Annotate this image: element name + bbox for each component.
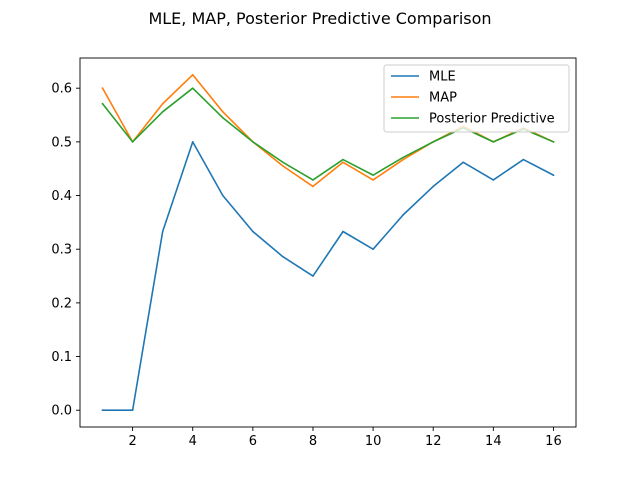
data-point	[402, 214, 404, 216]
data-point	[432, 141, 435, 143]
data-point	[131, 141, 134, 143]
data-point	[221, 116, 224, 119]
legend: MLE MAP Posterior Predictive	[383, 64, 570, 133]
data-point	[221, 111, 224, 113]
x-tick-label: 8	[309, 434, 317, 449]
series-line-2	[101, 87, 555, 181]
data-point	[161, 230, 164, 233]
data-point	[312, 185, 314, 188]
data-point	[342, 158, 344, 161]
data-point	[372, 248, 374, 251]
data-point	[282, 165, 284, 167]
data-point	[522, 158, 525, 161]
legend-label: Posterior Predictive	[429, 112, 555, 127]
data-point	[432, 185, 435, 188]
data-point	[492, 141, 495, 143]
data-point	[552, 141, 555, 143]
y-tick-label: 0.6	[51, 82, 72, 97]
data-point	[252, 230, 254, 233]
data-point	[221, 194, 224, 197]
y-tick-label: 0.2	[51, 296, 72, 311]
data-point	[282, 255, 284, 258]
data-point	[101, 87, 104, 89]
axes: 2 4 6 8 10 12 14 16 0.0 0.1 0.2 0.3 0.4 0.5 0.6	[51, 57, 577, 449]
data-point	[372, 179, 374, 181]
x-tick-label: 6	[249, 434, 257, 449]
x-tick-label: 4	[189, 434, 197, 449]
legend-box	[383, 64, 570, 133]
y-tick-label: 0.0	[51, 404, 72, 419]
data-point	[252, 141, 254, 143]
data-point	[342, 161, 344, 164]
legend-label: MAP	[429, 91, 457, 106]
y-tick-label: 0.4	[51, 189, 72, 204]
data-point	[402, 156, 404, 159]
data-point	[462, 161, 465, 164]
chart-title: MLE, MAP, Posterior Predictive Compariso…	[148, 9, 491, 28]
data-point	[552, 174, 555, 176]
data-point	[161, 111, 164, 113]
data-point	[101, 102, 104, 105]
data-point	[342, 230, 344, 233]
plot-area	[101, 73, 555, 412]
x-tick-label: 10	[365, 434, 382, 449]
data-point	[402, 158, 404, 161]
data-point	[191, 87, 194, 89]
data-point	[492, 179, 495, 181]
x-tick-label: 14	[485, 434, 502, 449]
data-point	[312, 179, 314, 181]
y-tick-label: 0.1	[51, 350, 72, 365]
axes-frame	[79, 57, 577, 428]
legend-label: MLE	[429, 70, 456, 85]
data-point	[372, 174, 374, 176]
data-point	[312, 275, 314, 277]
data-point	[101, 409, 104, 412]
y-tick-label: 0.5	[51, 135, 72, 150]
y-tick-label: 0.3	[51, 243, 72, 258]
x-tick-label: 16	[545, 434, 562, 449]
data-point	[191, 73, 194, 76]
x-tick-label: 2	[128, 434, 136, 449]
data-point	[131, 409, 134, 412]
data-point	[191, 141, 194, 143]
data-point	[282, 161, 284, 164]
x-tick-label: 12	[425, 434, 442, 449]
series-line-0	[101, 141, 555, 412]
data-point	[161, 102, 164, 105]
